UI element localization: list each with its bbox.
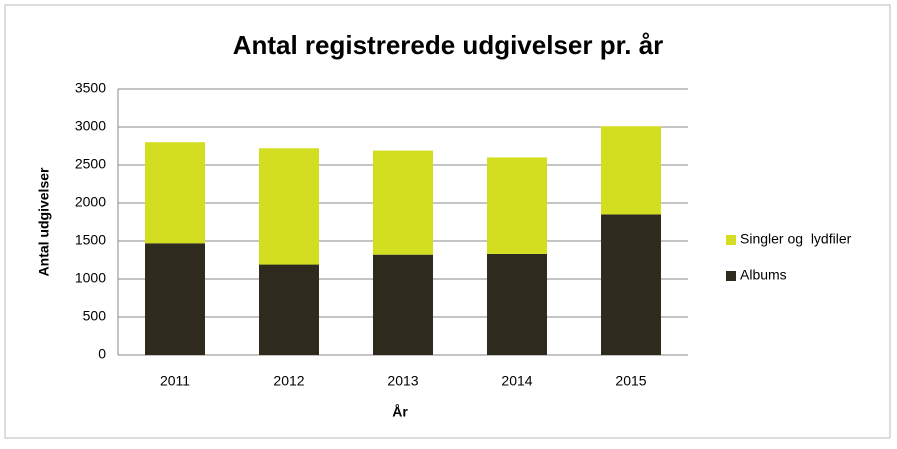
y-axis-label: Antal udgivelser [36,167,52,276]
x-tick-label: 2012 [273,373,304,389]
y-tick-label: 500 [83,308,107,324]
bar-segment [145,243,205,355]
bar-segment [373,150,433,255]
y-tick-label: 0 [98,346,106,362]
chart-frame [4,4,891,439]
bar-segment [487,157,547,254]
x-axis-label: År [392,404,408,420]
bar-segment [259,264,319,355]
bar-segment [601,214,661,355]
legend-swatch [726,235,736,245]
x-tick-label: 2015 [615,373,646,389]
x-tick-label: 2011 [160,373,190,389]
x-tick-label: 2014 [501,373,532,389]
y-tick-label: 3000 [75,118,106,134]
bar-segment [373,254,433,355]
y-tick-label: 3500 [75,80,106,96]
bar-segment [487,253,547,355]
bar-segment [259,148,319,265]
y-tick-label: 1000 [75,270,106,286]
legend-swatch [726,271,736,281]
legend-label: Albums [740,267,787,283]
y-tick-label: 2500 [75,156,106,172]
x-tick-label: 2013 [387,373,418,389]
legend-label: Singler og lydfiler [740,231,852,247]
chart-title: Antal registrerede udgivelser pr. år [233,30,664,60]
bar-segment [601,126,661,215]
y-tick-label: 2000 [75,194,106,210]
y-tick-label: 1500 [75,232,106,248]
bar-segment [145,142,205,244]
